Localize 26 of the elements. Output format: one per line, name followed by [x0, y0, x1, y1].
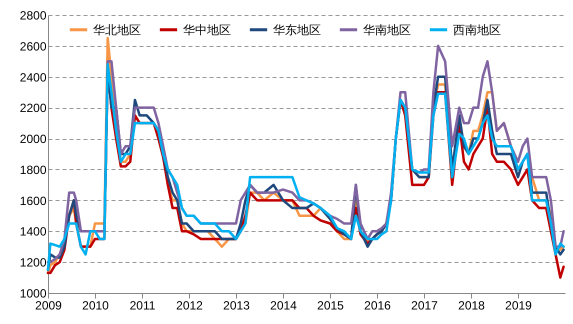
y-tick-label: 1200: [20, 256, 47, 270]
x-tick-label: 2016: [364, 298, 392, 312]
x-tick-label: 2015: [317, 298, 344, 312]
y-tick-label: 1800: [20, 162, 47, 177]
x-tick-label: 2017: [411, 298, 438, 312]
x-tick-label: 2018: [458, 298, 486, 312]
y-tick-label: 1600: [20, 194, 47, 208]
y-tick-label: 2200: [20, 101, 47, 116]
legend-label: 华北地区: [93, 22, 141, 37]
y-tick-label: 2800: [20, 8, 47, 22]
x-tick-label: 2010: [82, 298, 110, 312]
x-tick-label: 2014: [270, 298, 298, 312]
y-tick-label: 1400: [20, 224, 47, 239]
x-tick-label: 2009: [35, 298, 62, 312]
y-tick-label: 2400: [20, 70, 47, 84]
y-tick-label: 2600: [20, 39, 47, 54]
x-tick-label: 2012: [176, 298, 204, 312]
x-tick-label: 2011: [130, 298, 156, 312]
legend-label: 华中地区: [183, 22, 231, 37]
legend-label: 华南地区: [363, 22, 411, 37]
y-tick-label: 1000: [20, 286, 47, 300]
x-tick-label: 2019: [505, 298, 532, 312]
legend-label: 华东地区: [273, 22, 321, 37]
legend-label: 西南地区: [453, 22, 501, 37]
y-tick-label: 2000: [20, 132, 47, 146]
x-tick-label: 2013: [223, 298, 250, 312]
